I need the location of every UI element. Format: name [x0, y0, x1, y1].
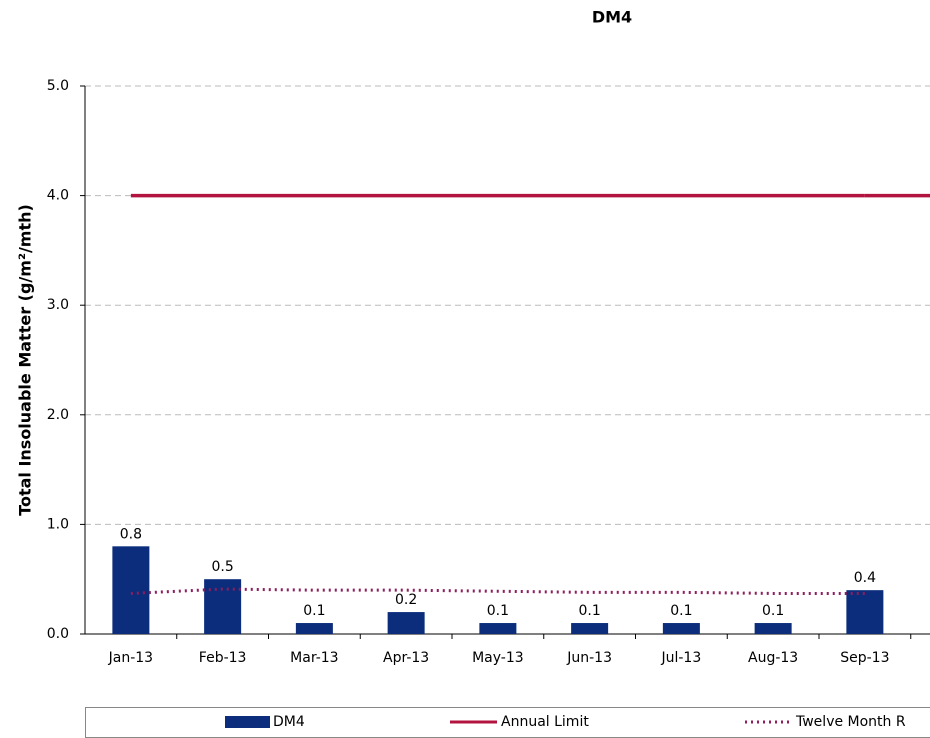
- x-tick-label: Mar-13: [290, 650, 338, 666]
- y-tick-label: 4.0: [47, 188, 69, 204]
- y-axis-label: Total Insoluable Matter (g/m²/mth): [16, 204, 35, 516]
- bar: [662, 623, 700, 634]
- bar: [387, 612, 425, 634]
- legend-swatch: [225, 716, 270, 728]
- x-tick-label: Jan-13: [108, 650, 153, 666]
- x-tick-label: Feb-13: [199, 650, 247, 666]
- value-label: 0.4: [854, 570, 876, 586]
- bar: [204, 579, 242, 634]
- y-tick-label: 2.0: [47, 407, 69, 423]
- value-label: 0.8: [120, 526, 142, 542]
- legend-label: Annual Limit: [501, 714, 589, 730]
- y-tick-label: 5.0: [47, 78, 69, 94]
- y-tick-label: 3.0: [47, 297, 69, 313]
- value-label: 0.1: [762, 603, 784, 619]
- legend-label: Twelve Month R: [795, 714, 906, 730]
- x-tick-label: Aug-13: [748, 650, 798, 666]
- value-label: 0.2: [395, 592, 417, 608]
- value-label: 0.1: [670, 603, 692, 619]
- y-tick-label: 0.0: [47, 626, 69, 642]
- value-label: 0.1: [578, 603, 600, 619]
- bar: [479, 623, 517, 634]
- chart-title: DM4: [592, 8, 632, 27]
- x-tick-label: Apr-13: [383, 650, 429, 666]
- legend-label: DM4: [273, 714, 305, 730]
- bar: [295, 623, 333, 634]
- value-label: 0.1: [303, 603, 325, 619]
- bar: [571, 623, 609, 634]
- trend-line: [130, 587, 865, 595]
- x-tick-label: Jun-13: [566, 650, 612, 666]
- bar: [846, 590, 884, 634]
- x-tick-label: Sep-13: [840, 650, 889, 666]
- bar: [112, 546, 150, 634]
- value-label: 0.1: [487, 603, 509, 619]
- x-tick-label: Jul-13: [660, 650, 701, 666]
- x-tick-label: May-13: [472, 650, 524, 666]
- value-label: 0.5: [211, 559, 233, 575]
- y-tick-label: 1.0: [47, 516, 69, 532]
- bar: [754, 623, 792, 634]
